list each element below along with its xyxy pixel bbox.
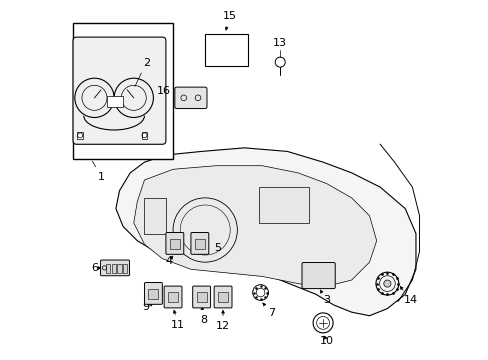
Bar: [169, 239, 180, 249]
FancyBboxPatch shape: [190, 233, 208, 254]
Polygon shape: [116, 148, 415, 316]
Bar: [111, 264, 116, 273]
Bar: [194, 239, 204, 249]
FancyBboxPatch shape: [101, 260, 129, 276]
Bar: [106, 264, 110, 273]
Bar: [148, 289, 158, 298]
Bar: [258, 187, 308, 223]
Text: 3: 3: [320, 290, 329, 305]
FancyBboxPatch shape: [214, 286, 231, 308]
Bar: [144, 198, 165, 234]
FancyBboxPatch shape: [175, 87, 206, 109]
Text: 15: 15: [223, 11, 237, 30]
FancyBboxPatch shape: [165, 233, 183, 254]
Text: 6: 6: [91, 263, 101, 273]
Bar: [168, 292, 178, 302]
Bar: [205, 33, 247, 66]
Text: 10: 10: [319, 336, 333, 346]
Text: 7: 7: [263, 303, 274, 318]
Bar: [218, 292, 227, 302]
Bar: [196, 292, 206, 302]
Text: 1: 1: [92, 161, 105, 182]
Text: 13: 13: [273, 38, 286, 48]
Bar: [77, 132, 83, 139]
Bar: [123, 264, 127, 273]
Text: 2: 2: [135, 58, 149, 86]
Text: 4: 4: [165, 256, 173, 266]
Text: 14: 14: [399, 287, 417, 305]
Bar: [142, 132, 147, 139]
Text: 16: 16: [157, 86, 176, 98]
FancyBboxPatch shape: [73, 37, 165, 144]
Text: 11: 11: [171, 310, 185, 330]
Bar: [107, 96, 123, 107]
FancyBboxPatch shape: [302, 262, 335, 289]
Text: 9: 9: [142, 302, 153, 312]
Bar: [73, 23, 173, 158]
Text: 5: 5: [202, 242, 221, 253]
FancyBboxPatch shape: [192, 286, 210, 308]
FancyBboxPatch shape: [164, 286, 182, 308]
Bar: [117, 264, 122, 273]
Polygon shape: [134, 166, 376, 287]
Circle shape: [383, 280, 390, 287]
Text: 8: 8: [200, 307, 206, 325]
Text: 12: 12: [216, 310, 230, 331]
FancyBboxPatch shape: [144, 283, 162, 304]
